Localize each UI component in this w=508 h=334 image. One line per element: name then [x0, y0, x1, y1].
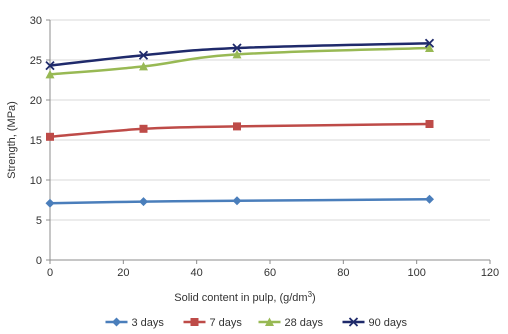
series-line-28-days — [49, 46, 430, 76]
legend-item-90-days: 90 days — [342, 317, 408, 329]
series-layer — [45, 38, 435, 208]
legend-label-28-days: 28 days — [285, 317, 324, 329]
x-tick-label-100: 100 — [407, 267, 425, 279]
point-90-days-0 — [45, 60, 55, 71]
point-7-days-0 — [46, 132, 54, 141]
legend-marker-28-days — [265, 317, 274, 326]
y-tick-label-30: 30 — [30, 15, 42, 27]
point-28-days-3 — [425, 43, 434, 52]
y-tick-label-25: 25 — [30, 55, 42, 67]
legend-marker-7-days — [190, 318, 199, 326]
legend-marker-90-days — [348, 317, 359, 327]
legend-label-7-days: 7 days — [210, 317, 243, 329]
series-90-days — [45, 38, 435, 71]
x-tick-labels: 0 20 40 60 80 100 120 — [47, 260, 499, 279]
series-line-90-days — [49, 41, 430, 67]
point-7-days-2 — [233, 122, 241, 131]
x-tick-label-80: 80 — [337, 267, 349, 279]
point-28-days-2 — [232, 49, 242, 59]
series-28-days — [45, 43, 434, 79]
legend-label-90-days: 90 days — [369, 317, 408, 329]
y-tick-label-5: 5 — [36, 215, 42, 227]
x-tick-label-120: 120 — [481, 267, 499, 279]
point-3-days-3 — [425, 194, 434, 204]
legend-label-3-days: 3 days — [132, 317, 165, 329]
y-tick-label-20: 20 — [30, 95, 42, 107]
y-axis-label: Strength, (MPa) — [6, 101, 18, 179]
point-3-days-0 — [45, 198, 55, 208]
x-tick-label-60: 60 — [264, 267, 276, 279]
y-tick-label-10: 10 — [30, 175, 42, 187]
point-90-days-2 — [232, 43, 242, 53]
point-7-days-1 — [139, 124, 148, 133]
point-3-days-2 — [232, 196, 242, 206]
point-28-days-0 — [45, 69, 55, 79]
x-tick-label-0: 0 — [47, 267, 53, 279]
legend-item-3-days: 3 days — [105, 317, 165, 329]
y-tick-label-15: 15 — [30, 135, 42, 147]
series-line-7-days — [49, 122, 430, 139]
legend: 3 days 7 days 28 days 90 days — [105, 317, 408, 329]
series-line-3-days — [49, 197, 430, 205]
series-7-days — [46, 120, 434, 141]
point-3-days-1 — [139, 197, 148, 207]
series-3-days — [45, 194, 434, 208]
point-7-days-3 — [425, 120, 434, 128]
point-28-days-1 — [139, 61, 148, 71]
legend-item-28-days: 28 days — [258, 317, 324, 329]
point-90-days-3 — [424, 38, 435, 48]
x-tick-label-20: 20 — [117, 267, 129, 279]
gridlines — [50, 19, 490, 221]
legend-marker-3-days — [112, 317, 121, 327]
x-axis-label: Solid content in pulp, (g/dm3) — [174, 290, 315, 305]
y-tick-labels: 0 5 10 15 20 25 30 — [30, 15, 50, 267]
x-tick-label-40: 40 — [191, 267, 203, 279]
point-90-days-1 — [138, 50, 149, 60]
legend-item-7-days: 7 days — [183, 317, 243, 329]
y-tick-label-0: 0 — [36, 255, 42, 267]
